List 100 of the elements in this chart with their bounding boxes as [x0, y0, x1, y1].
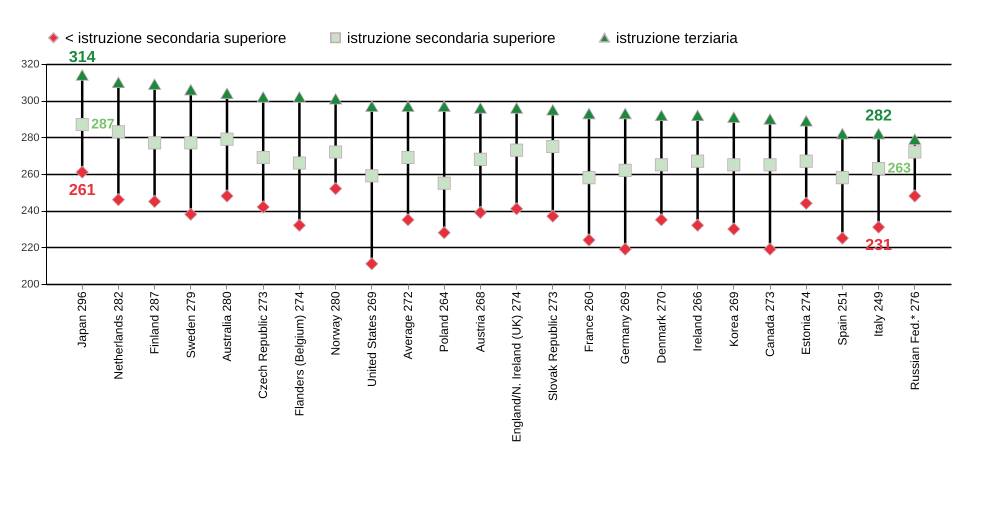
point: [76, 166, 89, 179]
point: [763, 242, 777, 256]
x-tick-label: Austria 268: [473, 291, 488, 352]
x-tick-label: Finland 287: [148, 291, 162, 354]
point: [292, 91, 306, 103]
point: [836, 232, 849, 245]
point: [148, 78, 162, 90]
point: [546, 104, 560, 116]
point: [401, 213, 415, 226]
point: [618, 242, 632, 256]
point: [546, 210, 560, 223]
x-tick-label: Sweden 279: [184, 291, 198, 358]
point: [872, 220, 886, 234]
x-tick-label: Norway 280: [328, 291, 343, 356]
point: [908, 133, 922, 145]
point: [763, 113, 777, 125]
x-tick-label: Canada 273: [763, 291, 777, 357]
point: [184, 136, 198, 150]
x-tick-label: Slovak Republic 273: [546, 291, 560, 401]
point: [148, 136, 162, 150]
y-tick-label: 260: [21, 168, 40, 180]
x-tick-label: Ireland 266: [690, 291, 705, 352]
annotation: 287: [91, 116, 115, 132]
point: [184, 84, 198, 96]
point: [365, 169, 378, 182]
point: [220, 132, 234, 146]
x-tick-label: Italy 249: [872, 291, 886, 337]
point: [220, 88, 234, 100]
x-tick-label: Poland 264: [437, 291, 452, 352]
x-tick-label: England/N. Ireland (UK) 274: [510, 291, 524, 442]
y-tick-label: 280: [21, 132, 40, 144]
point: [112, 76, 125, 88]
point: [220, 189, 234, 203]
point: [329, 145, 342, 159]
point: [401, 100, 415, 112]
point: [292, 218, 306, 232]
x-tick-label: France 260: [582, 291, 596, 352]
x-tick-label: Denmark 270: [654, 291, 668, 364]
x-tick-label: Spain 251: [835, 291, 850, 346]
point: [800, 196, 813, 210]
point: [618, 108, 632, 120]
point: [474, 152, 487, 166]
point: [618, 164, 632, 177]
point: [438, 176, 451, 190]
point: [763, 158, 777, 172]
point: [510, 202, 524, 216]
point: [112, 193, 125, 206]
x-tick-label: United States 269: [364, 291, 379, 387]
x-tick-label: Germany 269: [618, 291, 632, 364]
y-tick-label: 300: [21, 95, 40, 108]
point: [365, 257, 378, 270]
point: [329, 182, 342, 196]
annotation: 282: [865, 108, 892, 125]
point: [654, 213, 668, 226]
point: [691, 218, 704, 232]
x-tick-label: Korea 269: [726, 291, 741, 347]
annotation: 314: [68, 49, 96, 66]
point: [727, 222, 740, 236]
point: [691, 110, 704, 122]
x-tick-label: Russian Fed.* 276: [908, 291, 922, 390]
legend-label: istruzione terziaria: [616, 30, 738, 47]
x-tick-label: Japan 296: [75, 291, 90, 348]
point: [76, 118, 89, 132]
point: [800, 154, 813, 168]
point: [365, 100, 378, 112]
point: [329, 93, 342, 105]
point: [546, 140, 560, 154]
point: [474, 102, 487, 114]
point: [908, 189, 922, 203]
x-tick-label: Australia 280: [220, 291, 234, 362]
y-tick-label: 240: [21, 205, 40, 218]
point: [872, 128, 886, 140]
point: [582, 233, 596, 247]
point: [474, 206, 487, 220]
annotation: 263: [888, 160, 912, 176]
y-tick-label: 320: [21, 58, 40, 70]
point: [510, 102, 524, 114]
point: [654, 158, 668, 172]
legend-label: istruzione secondaria superiore: [347, 30, 556, 47]
annotation: 261: [68, 182, 96, 200]
x-tick-label: Netherlands 282: [111, 291, 126, 380]
point: [256, 91, 270, 103]
y-tick-label: 200: [21, 278, 40, 290]
point: [401, 150, 415, 164]
point: [836, 128, 849, 140]
point: [727, 111, 740, 123]
point: [582, 108, 596, 120]
point: [256, 200, 270, 214]
point: [582, 171, 596, 184]
point: [836, 171, 849, 184]
x-tick-label: Flanders (Belgium) 274: [292, 291, 306, 416]
point: [438, 226, 451, 240]
point: [654, 110, 668, 122]
point: [872, 162, 886, 176]
legend-label: < istruzione secondaria superiore: [65, 30, 286, 47]
point: [691, 154, 704, 168]
point: [292, 156, 306, 170]
point: [908, 145, 922, 159]
point: [76, 69, 89, 81]
point: [184, 208, 198, 221]
